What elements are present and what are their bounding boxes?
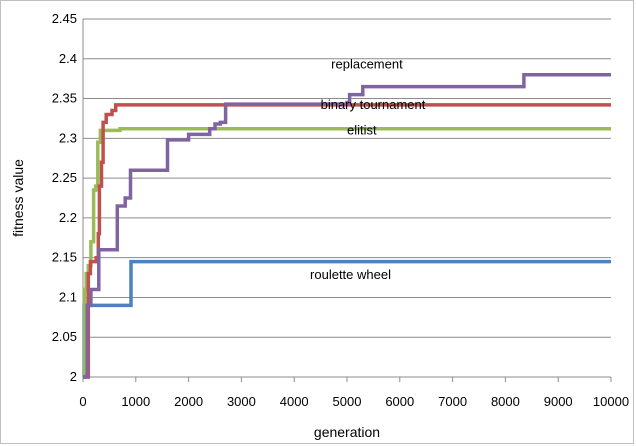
x-tick-labels: 0 1000 2000 3000 4000 5000 6000 7000 8000 9000 100…: [79, 394, 629, 409]
x-tick-label: 5000: [333, 394, 362, 409]
x-axis-title: generation: [314, 424, 380, 440]
series-label: elitist: [347, 122, 377, 137]
x-tick-label: 2000: [174, 394, 203, 409]
y-tick-label: 2.2: [59, 210, 77, 225]
y-tick-label: 2.45: [52, 11, 77, 26]
y-tick-label: 2: [70, 369, 77, 384]
x-tick-label: 9000: [544, 394, 573, 409]
series-line-elitist: [82, 127, 611, 379]
x-tick-label: 3000: [227, 394, 256, 409]
x-tick-label: 6000: [385, 394, 414, 409]
x-tick-label: 10000: [593, 394, 629, 409]
x-tick-label: 8000: [491, 394, 520, 409]
series-line-replacement: [83, 72, 611, 379]
series-label: roulette wheel: [310, 267, 391, 282]
y-tick-label: 2.05: [52, 329, 77, 344]
y-tick-labels: 2 2.05 2.1 2.15 2.2 2.25 2.3 2.35 2.4 2.45: [52, 11, 77, 384]
x-tick-label: 4000: [280, 394, 309, 409]
series-label: binary tournament: [321, 97, 426, 112]
y-tick-label: 2.15: [52, 250, 77, 265]
y-tick-label: 2.35: [52, 91, 77, 106]
y-tick-label: 2.1: [59, 289, 77, 304]
y-axis-title: fitness value: [10, 159, 26, 237]
y-tick-label: 2.25: [52, 170, 77, 185]
x-tick-label: 7000: [438, 394, 467, 409]
x-tick-label: 1000: [121, 394, 150, 409]
series-lines: [82, 72, 611, 379]
series-line-binary-tournament: [83, 103, 611, 379]
series-label: replacement: [331, 56, 403, 71]
x-tick-label: 0: [79, 394, 86, 409]
y-tick-label: 2.4: [59, 51, 77, 66]
series-labels: replacement binary tournament elitist roule…: [310, 56, 426, 282]
y-tick-label: 2.3: [59, 130, 77, 145]
